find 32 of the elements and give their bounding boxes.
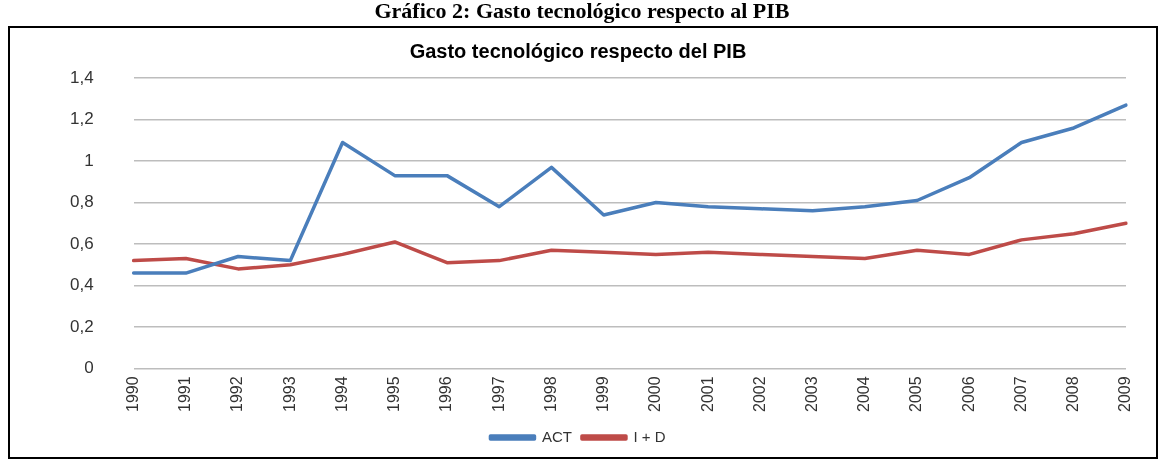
y-tick-label: 0 (84, 358, 94, 378)
y-tick-label: 1 (84, 150, 94, 170)
x-tick-label: 1998 (541, 376, 559, 412)
y-tick-label: 1,4 (69, 67, 94, 87)
x-tick-label: 2005 (907, 376, 925, 412)
y-tick-label: 0,2 (69, 316, 94, 336)
x-tick-label: 1992 (228, 376, 246, 412)
x-tick-label: 2009 (1116, 376, 1134, 412)
x-tick-label: 2000 (646, 376, 664, 412)
x-tick-label: 2001 (698, 376, 716, 412)
x-tick-label: 1997 (489, 376, 507, 412)
legend-label: I + D (633, 427, 666, 445)
x-tick-label: 2004 (855, 376, 873, 412)
y-tick-label: 0,8 (69, 192, 94, 212)
chart-subtitle: Gasto tecnológico respecto del PIB (409, 39, 747, 62)
x-tick-label: 1990 (124, 376, 142, 412)
legend-label: ACT (541, 427, 572, 445)
x-tick-label: 2002 (750, 376, 768, 412)
y-tick-label: 0,4 (69, 275, 94, 295)
y-tick-label: 0,6 (69, 233, 94, 253)
chart-title: Gráfico 2: Gasto tecnológico respecto al PIB (373, 0, 791, 24)
x-tick-label: 1999 (594, 376, 612, 412)
x-tick-label: 1996 (437, 376, 455, 412)
y-tick-label: 1,2 (69, 109, 94, 129)
x-tick-label: 2008 (1064, 376, 1082, 412)
x-tick-label: 1991 (176, 376, 194, 412)
x-tick-label: 1995 (385, 376, 403, 412)
x-tick-label: 2007 (1011, 376, 1029, 412)
x-tick-label: 2006 (959, 376, 977, 412)
x-tick-label: 1993 (280, 376, 298, 412)
x-tick-label: 2003 (803, 376, 821, 412)
x-tick-label: 1994 (332, 376, 350, 412)
